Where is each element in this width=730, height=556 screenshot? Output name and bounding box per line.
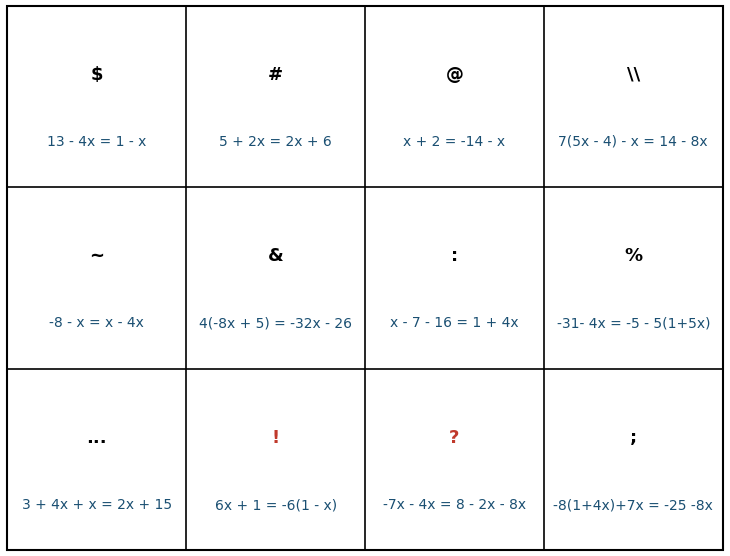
Text: $: $ — [91, 66, 103, 83]
Text: :: : — [451, 247, 458, 265]
Text: 5 + 2x = 2x + 6: 5 + 2x = 2x + 6 — [219, 135, 332, 149]
Text: -8 - x = x - 4x: -8 - x = x - 4x — [50, 316, 144, 330]
Text: !: ! — [272, 429, 280, 447]
Text: x - 7 - 16 = 1 + 4x: x - 7 - 16 = 1 + 4x — [390, 316, 519, 330]
Text: -8(1+4x)+7x = -25 -8x: -8(1+4x)+7x = -25 -8x — [553, 498, 713, 512]
Text: x + 2 = -14 - x: x + 2 = -14 - x — [404, 135, 505, 149]
Text: 3 + 4x + x = 2x + 15: 3 + 4x + x = 2x + 15 — [22, 498, 172, 512]
Text: \\: \\ — [626, 66, 640, 83]
Text: 6x + 1 = -6(1 - x): 6x + 1 = -6(1 - x) — [215, 498, 337, 512]
Text: %: % — [624, 247, 642, 265]
Text: ?: ? — [449, 429, 460, 447]
Text: 4(-8x + 5) = -32x - 26: 4(-8x + 5) = -32x - 26 — [199, 316, 352, 330]
Text: &: & — [268, 247, 283, 265]
Text: 7(5x - 4) - x = 14 - 8x: 7(5x - 4) - x = 14 - 8x — [558, 135, 708, 149]
Text: #: # — [268, 66, 283, 83]
Text: -7x - 4x = 8 - 2x - 8x: -7x - 4x = 8 - 2x - 8x — [383, 498, 526, 512]
Text: ~: ~ — [89, 247, 104, 265]
Text: 13 - 4x = 1 - x: 13 - 4x = 1 - x — [47, 135, 147, 149]
Text: ;: ; — [630, 429, 637, 447]
Text: @: @ — [445, 66, 464, 83]
Text: ...: ... — [86, 429, 107, 447]
Text: -31- 4x = -5 - 5(1+5x): -31- 4x = -5 - 5(1+5x) — [556, 316, 710, 330]
